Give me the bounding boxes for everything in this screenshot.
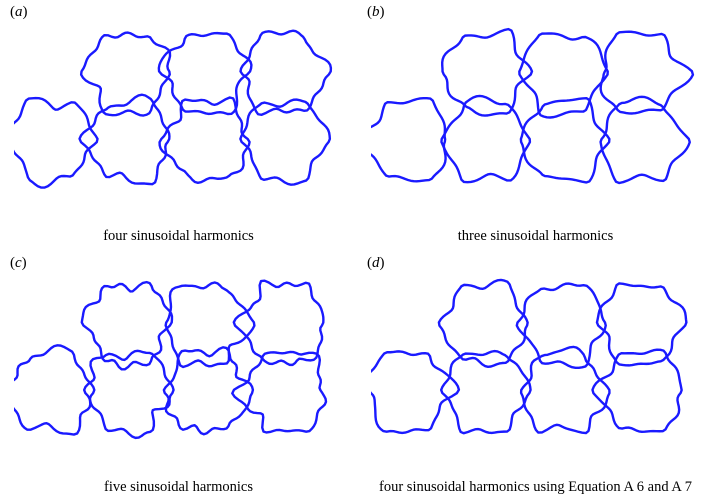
hex-tessellation-svg xyxy=(371,18,701,218)
hex-cell xyxy=(371,98,446,181)
panel-caption: four sinusoidal harmonics xyxy=(103,228,254,251)
panel-c: (c) five sinusoidal harmonics xyxy=(0,251,357,502)
label-paren-close: ) xyxy=(22,255,27,271)
label-letter: d xyxy=(372,255,380,271)
panel-label: (d) xyxy=(367,255,385,272)
hex-cell xyxy=(79,95,169,184)
hex-cell xyxy=(521,347,609,433)
label-paren-close: ) xyxy=(380,4,385,20)
label-letter: c xyxy=(15,255,22,271)
hex-cell xyxy=(600,32,692,114)
label-letter: b xyxy=(372,4,380,20)
hex-cell xyxy=(14,98,98,188)
panel-b: (b) three sinusoidal harmonics xyxy=(357,0,714,251)
panel-caption: four sinusoidal harmonics using Equation… xyxy=(379,479,692,502)
hex-cell xyxy=(441,96,529,182)
svg-wrap xyxy=(14,251,344,479)
hex-cell xyxy=(81,282,171,369)
hex-cell xyxy=(84,351,173,438)
hex-tessellation-svg xyxy=(371,269,701,469)
hex-cell xyxy=(81,33,170,116)
hex-cell xyxy=(519,33,607,117)
hex-cell xyxy=(371,351,459,433)
svg-wrap xyxy=(14,0,344,228)
hex-cell xyxy=(232,352,326,433)
hex-cell xyxy=(592,350,681,432)
hex-cell xyxy=(14,345,94,434)
hex-cell xyxy=(163,347,252,434)
hex-cell xyxy=(240,31,330,115)
panel-label: (b) xyxy=(367,4,385,21)
panel-label: (a) xyxy=(10,4,28,21)
hex-cell xyxy=(520,98,608,182)
svg-wrap xyxy=(371,0,701,228)
hex-cell xyxy=(159,97,249,182)
panel-a: (a) four sinusoidal harmonics xyxy=(0,0,357,251)
label-paren-close: ) xyxy=(380,255,385,271)
hex-cell xyxy=(441,351,530,433)
figure-grid: (a) four sinusoidal harmonics (b) three sin… xyxy=(0,0,714,502)
label-letter: a xyxy=(15,4,23,20)
hex-cell xyxy=(158,33,251,114)
hex-tessellation-svg xyxy=(14,18,344,218)
panel-caption: five sinusoidal harmonics xyxy=(104,479,253,502)
hex-tessellation-svg xyxy=(14,269,344,469)
panel-label: (c) xyxy=(10,255,27,272)
panel-d: (d) four sinusoidal harmonics using Equat… xyxy=(357,251,714,502)
hex-cell xyxy=(516,284,605,368)
svg-wrap xyxy=(371,251,701,479)
label-paren-close: ) xyxy=(23,4,28,20)
panel-caption: three sinusoidal harmonics xyxy=(458,228,613,251)
